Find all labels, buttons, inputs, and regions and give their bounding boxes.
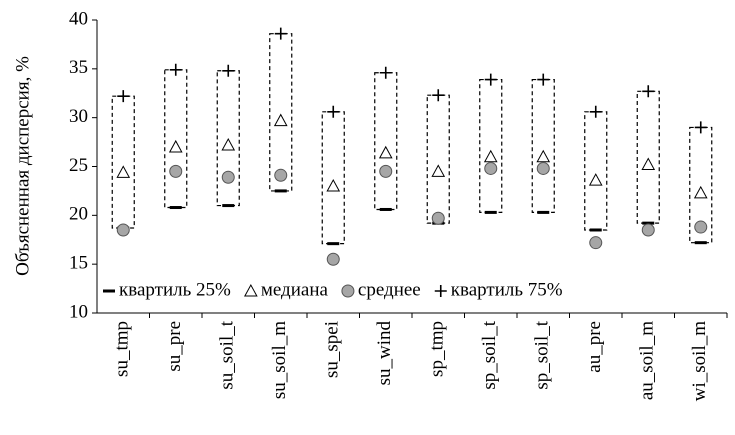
- x-tick-label: sp_soil_t: [532, 320, 553, 389]
- box: [111, 95, 135, 229]
- marker-triangle: [221, 137, 236, 151]
- y-axis-label: Объясненная дисперсия, %: [12, 56, 33, 276]
- y-tick-label: 10: [69, 301, 88, 322]
- x-tick-label: su_tmp: [112, 321, 133, 377]
- marker-circle: [589, 236, 603, 250]
- marker-plus: [434, 285, 447, 297]
- marker-triangle: [536, 149, 551, 163]
- marker-plus: [117, 90, 130, 103]
- marker-circle: [326, 252, 340, 266]
- marker-triangle: [641, 157, 656, 171]
- marker-circle: [116, 223, 130, 237]
- x-tick-label: su_soil_t: [217, 320, 238, 389]
- box: [426, 94, 450, 224]
- y-tick-label: 15: [69, 253, 88, 274]
- marker-triangle: [326, 178, 341, 192]
- marker-plus: [274, 27, 287, 40]
- box: [584, 111, 608, 231]
- x-tick-label: su_pre: [164, 321, 185, 372]
- marker-circle: [694, 220, 708, 234]
- y-tick-label: 40: [69, 8, 88, 29]
- marker-triangle: [168, 139, 183, 153]
- x-tick-label: su_spei: [322, 321, 343, 378]
- x-tick-label: sp_tmp: [427, 321, 448, 377]
- box: [321, 111, 345, 245]
- y-tick-label: 20: [69, 204, 88, 225]
- marker-plus: [379, 66, 392, 79]
- marker-plus: [327, 105, 340, 118]
- x-tick-label: su_wind: [374, 321, 395, 386]
- y-tick-label: 25: [69, 155, 88, 176]
- marker-plus: [222, 64, 235, 77]
- marker-plus: [432, 89, 445, 102]
- marker-triangle: [693, 185, 708, 199]
- y-tick-label: 35: [69, 57, 88, 78]
- marker-circle: [341, 284, 355, 298]
- marker-triangle: [244, 283, 258, 297]
- marker-triangle: [431, 164, 446, 177]
- marker-plus: [694, 121, 707, 134]
- marker-plus: [537, 73, 550, 86]
- legend-label: медиана: [261, 279, 329, 300]
- marker-circle: [169, 164, 183, 178]
- box: [636, 90, 660, 224]
- marker-triangle: [116, 165, 131, 178]
- box: [479, 78, 503, 214]
- x-tick-label: wi_soil_m: [689, 321, 710, 401]
- box: [269, 33, 293, 192]
- marker-circle: [484, 161, 498, 175]
- marker-plus: [642, 85, 655, 98]
- marker-triangle: [273, 113, 288, 127]
- marker-plus: [484, 73, 497, 86]
- box: [374, 72, 398, 211]
- legend-label: квартиль 25%: [119, 279, 231, 300]
- marker-plus: [169, 63, 182, 76]
- marker-plus: [589, 105, 602, 118]
- x-tick-label: au_soil_m: [637, 321, 658, 400]
- marker-circle: [431, 211, 445, 225]
- x-tick-label: au_pre: [584, 321, 605, 373]
- x-tick-label: sp_soil_t: [479, 320, 500, 389]
- marker-circle: [379, 164, 393, 178]
- marker-circle: [274, 168, 288, 182]
- legend-label: квартиль 75%: [451, 279, 563, 300]
- box: [531, 78, 555, 214]
- marker-triangle: [483, 149, 498, 163]
- marker-circle: [641, 223, 655, 237]
- marker-triangle: [378, 145, 393, 159]
- marker-triangle: [588, 173, 603, 186]
- box: [164, 69, 188, 209]
- legend-label: среднее: [358, 279, 421, 300]
- marker-circle: [536, 161, 550, 175]
- y-tick-label: 30: [69, 106, 88, 127]
- x-tick-label: su_soil_m: [269, 321, 290, 399]
- marker-circle: [221, 170, 235, 184]
